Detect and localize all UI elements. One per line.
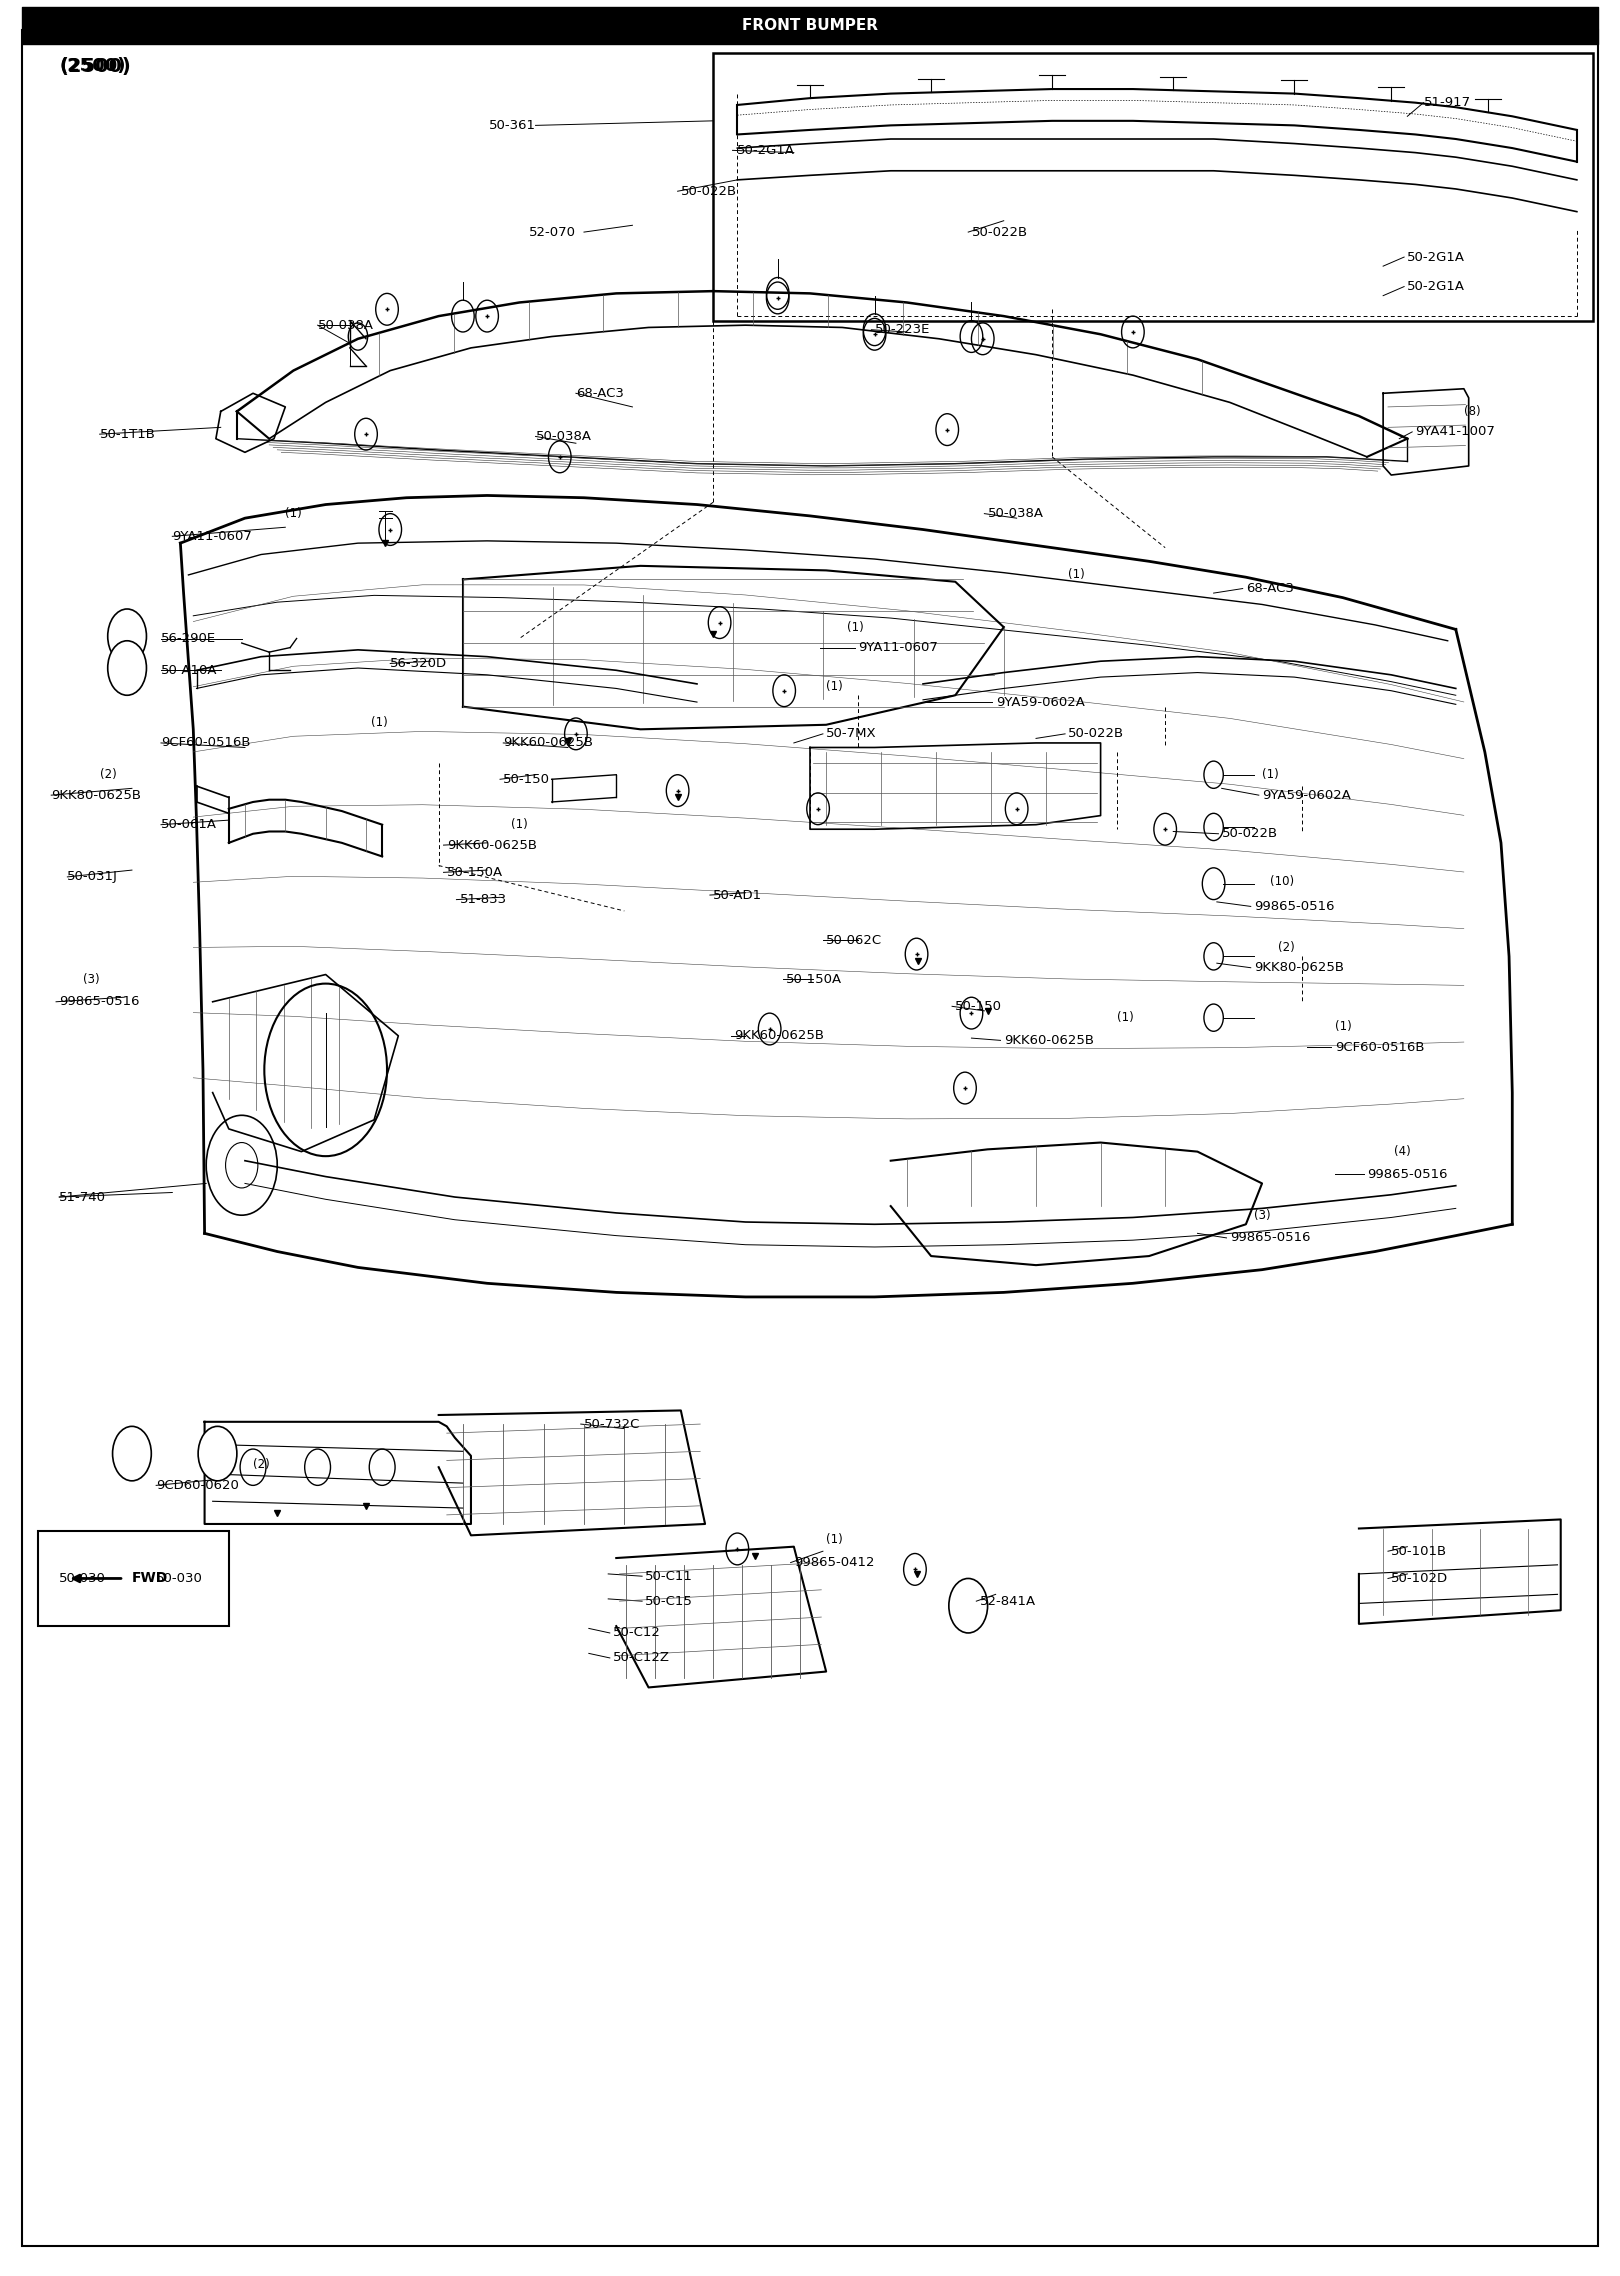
Text: 50-150A: 50-150A	[786, 972, 842, 986]
Text: (10): (10)	[1270, 874, 1294, 888]
Text: 50-022B: 50-022B	[1068, 728, 1124, 740]
Text: (1): (1)	[1116, 1011, 1134, 1024]
Text: 56-290E: 56-290E	[160, 633, 215, 644]
Text: 99865-0516: 99865-0516	[1367, 1168, 1448, 1181]
Text: 50-2G1A: 50-2G1A	[737, 143, 795, 157]
Text: 50-C11: 50-C11	[645, 1570, 693, 1582]
Text: 9KK60-0625B: 9KK60-0625B	[734, 1029, 825, 1042]
Text: 9YA59-0602A: 9YA59-0602A	[996, 696, 1084, 708]
Text: (8): (8)	[1464, 405, 1481, 419]
Text: 50-038A: 50-038A	[318, 319, 374, 332]
Text: 50-AD1: 50-AD1	[713, 888, 763, 901]
Text: 50-038A: 50-038A	[536, 430, 591, 444]
Text: (1): (1)	[826, 1534, 842, 1545]
Text: 50-223E: 50-223E	[875, 323, 930, 337]
Text: 50-361: 50-361	[489, 118, 536, 132]
Text: 50-150: 50-150	[956, 999, 1003, 1013]
Text: 9CD60-0620: 9CD60-0620	[156, 1479, 240, 1491]
Circle shape	[107, 610, 146, 665]
Text: 50-C12: 50-C12	[612, 1627, 661, 1639]
Text: 9YA59-0602A: 9YA59-0602A	[1262, 790, 1351, 801]
Text: 9CF60-0516B: 9CF60-0516B	[160, 737, 251, 749]
Text: 56-320D: 56-320D	[390, 658, 447, 669]
Text: 50-C12Z: 50-C12Z	[612, 1652, 671, 1664]
Text: 9YA11-0607: 9YA11-0607	[859, 642, 938, 653]
Text: (4): (4)	[1395, 1145, 1411, 1158]
Text: 50-C15: 50-C15	[645, 1595, 693, 1607]
Text: (3): (3)	[84, 972, 100, 986]
Text: 50-062C: 50-062C	[826, 933, 883, 947]
Text: 99865-0516: 99865-0516	[60, 995, 139, 1008]
Text: (2): (2)	[100, 769, 117, 781]
Text: (2500): (2500)	[60, 57, 126, 75]
Text: (1): (1)	[1335, 1020, 1351, 1033]
Text: 50-150A: 50-150A	[447, 865, 502, 879]
Circle shape	[107, 642, 146, 694]
Text: 1: 1	[128, 1448, 136, 1459]
Text: 99865-0412: 99865-0412	[794, 1557, 875, 1568]
Bar	[39, 1532, 228, 1625]
Text: 50-038A: 50-038A	[988, 508, 1043, 521]
Text: 68-AC3: 68-AC3	[575, 387, 624, 401]
Text: 2: 2	[123, 662, 131, 674]
Text: 9KK80-0625B: 9KK80-0625B	[52, 790, 141, 801]
Text: 9KK80-0625B: 9KK80-0625B	[1254, 960, 1345, 974]
Text: 50-1T1B: 50-1T1B	[100, 428, 156, 442]
Text: 1: 1	[123, 630, 131, 642]
Text: (1): (1)	[285, 508, 301, 521]
Text: 99865-0516: 99865-0516	[1230, 1231, 1311, 1245]
Text: (2): (2)	[253, 1459, 271, 1473]
Circle shape	[112, 1427, 151, 1482]
Text: 9YA41-1007: 9YA41-1007	[1416, 426, 1495, 439]
Text: 50-061A: 50-061A	[160, 817, 217, 831]
Text: (1): (1)	[1262, 769, 1278, 781]
Text: 50-7MX: 50-7MX	[826, 728, 876, 740]
Text: 50-2G1A: 50-2G1A	[1408, 280, 1466, 294]
Text: (1): (1)	[1068, 569, 1085, 580]
Text: 9KK60-0625B: 9KK60-0625B	[1004, 1033, 1094, 1047]
Text: 51-833: 51-833	[460, 892, 507, 906]
Text: 50-A10A: 50-A10A	[160, 665, 217, 676]
Text: (2500): (2500)	[60, 57, 131, 75]
Text: 50-022B: 50-022B	[680, 184, 737, 198]
Text: 50-2G1A: 50-2G1A	[1408, 250, 1466, 264]
Text: 51-740: 51-740	[60, 1190, 107, 1204]
Text: 9YA11-0607: 9YA11-0607	[172, 530, 253, 544]
Text: (2): (2)	[1278, 940, 1294, 954]
Text: (3): (3)	[1254, 1209, 1270, 1222]
Text: 50-031J: 50-031J	[68, 869, 118, 883]
Text: 9KK60-0625B: 9KK60-0625B	[504, 737, 593, 749]
Text: 99865-0516: 99865-0516	[1254, 899, 1335, 913]
Text: 50-022B: 50-022B	[1221, 826, 1278, 840]
Bar	[713, 52, 1592, 321]
Text: 51-917: 51-917	[1424, 96, 1471, 109]
Text: 2: 2	[214, 1448, 222, 1459]
Text: 50-030: 50-030	[60, 1573, 107, 1584]
Text: (1): (1)	[512, 817, 528, 831]
Text: 50-102D: 50-102D	[1392, 1573, 1448, 1584]
Text: 52-070: 52-070	[528, 225, 575, 239]
Text: (1): (1)	[371, 717, 387, 728]
Text: 50-150: 50-150	[504, 774, 551, 785]
Text: 50-101B: 50-101B	[1392, 1545, 1447, 1557]
Text: FWD: FWD	[131, 1570, 168, 1586]
Text: 50-030: 50-030	[156, 1573, 202, 1584]
Text: FRONT BUMPER: FRONT BUMPER	[742, 18, 878, 32]
Text: 50-732C: 50-732C	[583, 1418, 640, 1432]
Text: 50-022B: 50-022B	[972, 225, 1027, 239]
Text: 9CF60-0516B: 9CF60-0516B	[1335, 1040, 1424, 1054]
Text: (1): (1)	[847, 621, 863, 633]
Text: (1): (1)	[826, 681, 842, 692]
Text: 9KK60-0625B: 9KK60-0625B	[447, 838, 536, 851]
Text: 68-AC3: 68-AC3	[1246, 583, 1294, 594]
Circle shape	[198, 1427, 237, 1482]
Text: 52-841A: 52-841A	[980, 1595, 1035, 1607]
